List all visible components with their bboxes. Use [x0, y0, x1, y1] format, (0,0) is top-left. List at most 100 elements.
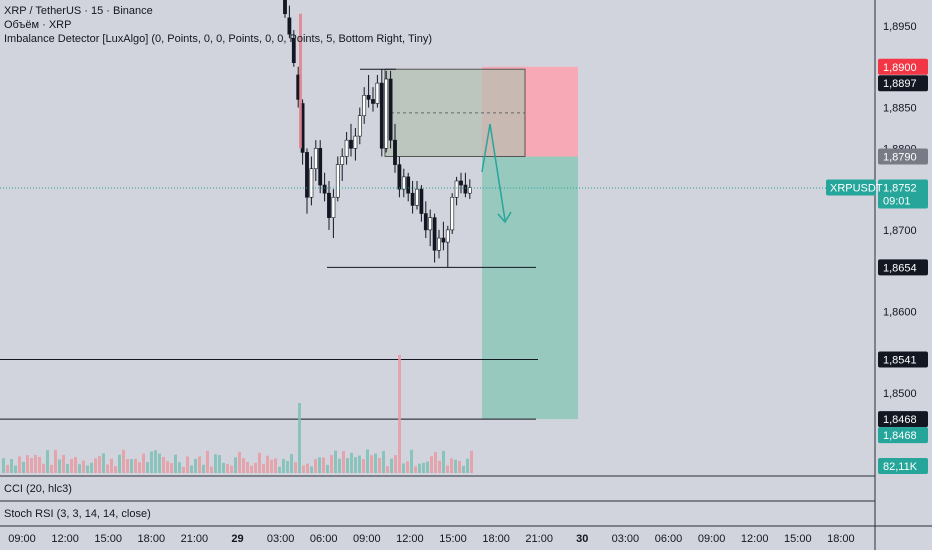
- candle-body: [441, 237, 446, 243]
- volume-bar: [6, 464, 9, 473]
- volume-bar: [62, 454, 65, 473]
- volume-bar: [194, 458, 197, 473]
- volume-bar: [362, 459, 365, 473]
- volume-bar: [354, 457, 357, 473]
- volume-bar: [178, 462, 181, 473]
- candle-body: [287, 17, 292, 35]
- candle-body: [428, 217, 433, 231]
- candle-body: [415, 188, 419, 206]
- volume-bar: [110, 458, 113, 473]
- candle-body: [445, 229, 450, 243]
- price-tick-label: 1,8500: [883, 388, 917, 400]
- volume-bar: [54, 449, 57, 473]
- volume-bar: [334, 450, 337, 473]
- volume-bar: [358, 455, 361, 473]
- volume-tag: 82,11K: [883, 461, 918, 473]
- stop-price-tag-bg: [878, 58, 928, 75]
- high-price-tag-bg: [878, 75, 928, 92]
- projection-arrowhead: [497, 211, 512, 224]
- volume-bar: [2, 458, 5, 473]
- target-price-tag: 1,8468: [883, 414, 917, 426]
- volume-bar: [270, 459, 273, 473]
- volume-histogram: [2, 355, 473, 473]
- volume-bar: [134, 458, 137, 473]
- candle-body: [463, 184, 468, 194]
- volume-bar: [430, 456, 433, 473]
- time-axis: 09:00 12:00 15:00 18:00 21:00 29 03:00 06:00 09:…: [8, 533, 854, 545]
- volume-bar: [438, 460, 441, 473]
- volume-bar: [202, 464, 205, 473]
- volume-bar: [314, 459, 317, 473]
- volume-bar: [278, 466, 281, 473]
- candle-body: [349, 139, 353, 149]
- candle-body: [401, 176, 406, 190]
- volume-bar: [106, 464, 109, 473]
- volume-bar: [158, 453, 161, 473]
- volume-bar: [398, 355, 401, 473]
- volume-bar: [46, 450, 49, 473]
- volume-bar: [18, 456, 21, 473]
- price-tick-label: 1,8850: [883, 103, 917, 115]
- time-tick-label: 21:00: [525, 533, 553, 545]
- volume-bar: [14, 465, 17, 473]
- volume-bar: [182, 466, 185, 473]
- time-tick-label: 21:00: [181, 533, 209, 545]
- candle-body: [340, 156, 345, 165]
- volume-bar: [138, 462, 141, 473]
- candle-body: [309, 168, 314, 198]
- volume-bar: [298, 403, 301, 473]
- volume-bar: [142, 453, 145, 473]
- candle-body: [331, 196, 336, 218]
- volume-bar: [130, 459, 133, 473]
- candle-body: [423, 213, 428, 231]
- time-tick-label: 06:00: [655, 533, 683, 545]
- volume-bar: [346, 458, 349, 473]
- candle-body: [437, 237, 441, 251]
- volume-bar: [258, 452, 261, 473]
- volume-bar: [426, 461, 429, 473]
- candle-body: [410, 192, 415, 206]
- last-price-tag-bg: [878, 179, 928, 196]
- volume-bar: [350, 452, 353, 473]
- target-price-tag-2-bg: [878, 427, 928, 444]
- volume-bar: [414, 466, 417, 473]
- time-tick-label: 15:00: [439, 533, 467, 545]
- volume-bar: [114, 466, 117, 473]
- last-price-tag: 1,8752: [883, 182, 917, 194]
- volume-bar: [238, 451, 241, 473]
- volume-bar: [98, 456, 101, 473]
- volume-bar: [326, 464, 329, 473]
- volume-bar: [34, 454, 37, 473]
- volume-bar: [434, 452, 437, 473]
- volume-bar: [266, 455, 269, 473]
- volume-bar: [370, 455, 373, 473]
- time-tick-label: 15:00: [94, 533, 122, 545]
- volume-bar: [470, 450, 473, 473]
- low-price-tag: 1,8654: [883, 262, 917, 274]
- candle-body: [384, 78, 389, 149]
- volume-bar: [286, 460, 289, 473]
- time-tick-label: 03:00: [267, 533, 295, 545]
- volume-bar: [450, 458, 453, 473]
- candles: [283, 0, 472, 268]
- time-tick-label: 06:00: [310, 533, 338, 545]
- volume-bar: [422, 462, 425, 473]
- candle-body: [313, 148, 318, 170]
- high-price-tag: 1,8897: [883, 78, 917, 90]
- candle-body: [283, 0, 287, 15]
- volume-bar: [234, 457, 237, 473]
- volume-bar: [82, 460, 85, 473]
- chart-title: XRP / TetherUS · 15 · Binance: [4, 5, 153, 17]
- volume-bar: [454, 459, 457, 473]
- position-zones: [384, 66, 578, 420]
- symbol-tag-bg: [826, 179, 876, 196]
- volume-bar: [302, 465, 305, 473]
- candle-body: [366, 95, 371, 100]
- volume-bar: [318, 457, 321, 473]
- volume-bar: [246, 461, 249, 473]
- take-profit-zone: [482, 156, 578, 420]
- time-tick-label: 12:00: [741, 533, 769, 545]
- volume-bar: [154, 450, 157, 473]
- volume-bar: [262, 464, 265, 473]
